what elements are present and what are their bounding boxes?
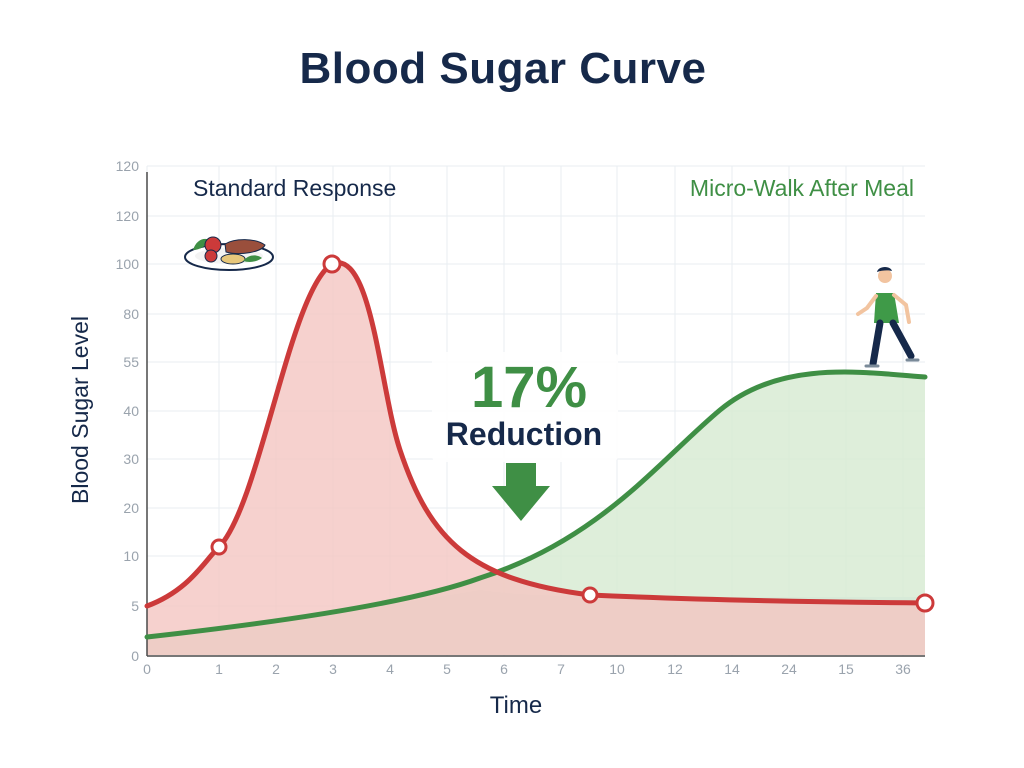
y-tick-label: 40	[123, 403, 139, 419]
y-tick-labels: 0 5 10 20 30 40 55 80 100 120 120	[116, 158, 140, 664]
micro-walk-line	[144, 369, 928, 640]
x-tick-label: 24	[781, 661, 797, 677]
x-tick-label: 1	[215, 661, 223, 677]
y-tick-label: 100	[116, 256, 140, 272]
annotation-backdrop	[432, 352, 618, 462]
y-tick-label: 10	[123, 548, 139, 564]
legend-micro-walk: Micro-Walk After Meal	[690, 175, 914, 201]
x-tick-label: 3	[329, 661, 337, 677]
y-tick-label: 5	[131, 598, 139, 614]
y-tick-label: 0	[131, 648, 139, 664]
x-tick-label: 6	[500, 661, 508, 677]
x-tick-label: 5	[443, 661, 451, 677]
data-point	[210, 538, 228, 556]
micro-walk-area	[147, 372, 925, 655]
x-tick-label: 2	[272, 661, 280, 677]
x-tick-label: 36	[895, 661, 911, 677]
reduction-percent: 17%	[471, 355, 587, 420]
x-tick-label: 0	[143, 661, 151, 677]
standard-response-area	[147, 262, 925, 655]
x-tick-label: 10	[609, 661, 625, 677]
chart-title: Blood Sugar Curve	[299, 44, 707, 93]
y-tick-label: 120	[116, 208, 140, 224]
x-tick-label: 15	[838, 661, 854, 677]
y-tick-label: 55	[123, 354, 139, 370]
data-point	[581, 586, 599, 604]
data-point	[322, 254, 342, 274]
x-tick-label: 4	[386, 661, 394, 677]
standard-response-line	[144, 260, 928, 609]
y-tick-label: 120	[116, 158, 140, 174]
x-tick-label: 12	[667, 661, 683, 677]
meal-plate-icon	[184, 236, 274, 271]
y-tick-label: 20	[123, 500, 139, 516]
x-tick-label: 14	[724, 661, 740, 677]
reduction-label: Reduction	[446, 416, 602, 452]
down-arrow-icon	[492, 463, 550, 521]
y-tick-label: 80	[123, 306, 139, 322]
x-tick-label: 7	[557, 661, 565, 677]
data-point	[915, 593, 935, 613]
legend-standard-response: Standard Response	[193, 175, 396, 201]
y-tick-label: 30	[123, 451, 139, 467]
x-axis-label: Time	[490, 692, 542, 719]
walking-person-icon	[856, 266, 920, 368]
y-axis-label: Blood Sugar Level	[67, 316, 93, 504]
x-tick-labels: 0 1 2 3 4 5 6 7 10 12 14 24 15 36	[143, 661, 911, 677]
